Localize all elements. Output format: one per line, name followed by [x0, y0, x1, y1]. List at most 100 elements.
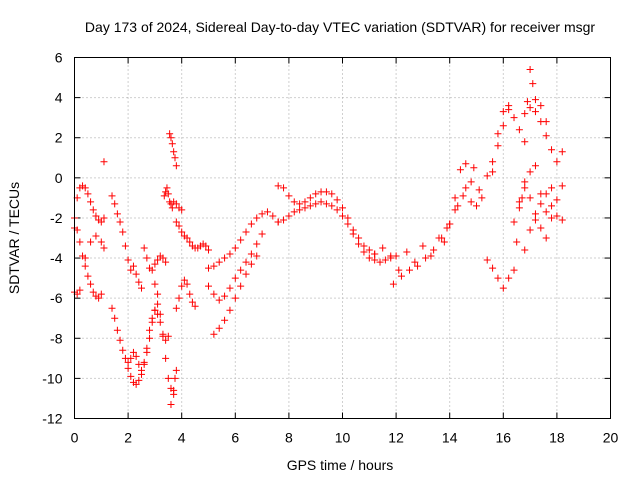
plot-frame — [74, 57, 611, 419]
data-point — [253, 214, 261, 222]
data-point — [344, 220, 352, 228]
data-point — [328, 202, 336, 210]
y-tick-label: -4 — [50, 250, 63, 266]
data-point — [395, 266, 403, 274]
data-point — [510, 218, 518, 226]
data-point — [162, 336, 170, 344]
data-point — [87, 280, 95, 288]
x-tick-label: 16 — [496, 430, 512, 446]
data-point — [188, 298, 196, 306]
data-point — [381, 256, 389, 264]
data-point — [164, 190, 172, 198]
data-point — [515, 126, 523, 134]
data-point — [167, 134, 175, 142]
data-point — [135, 278, 143, 286]
series-trace-r — [274, 182, 379, 258]
data-point — [113, 326, 121, 334]
data-point — [274, 182, 282, 190]
data-point — [322, 200, 330, 208]
data-point — [290, 198, 298, 206]
data-point — [156, 310, 164, 318]
data-point — [178, 228, 186, 236]
data-point — [285, 212, 293, 220]
data-point — [113, 210, 121, 218]
data-point — [171, 154, 179, 162]
data-point — [349, 226, 357, 234]
data-point — [253, 252, 261, 260]
data-point — [344, 214, 352, 222]
series-trace-e — [108, 300, 162, 388]
data-point — [178, 206, 186, 214]
data-point — [100, 214, 108, 222]
data-point — [526, 226, 534, 234]
data-point — [81, 262, 89, 270]
x-tick-label: 0 — [71, 430, 79, 446]
data-point — [499, 122, 507, 130]
data-point — [186, 290, 194, 298]
data-point — [499, 108, 507, 116]
data-point — [160, 192, 168, 200]
data-point — [168, 140, 176, 148]
data-point — [148, 266, 156, 274]
data-point — [226, 284, 234, 292]
data-point — [231, 294, 239, 302]
data-point — [280, 216, 288, 224]
data-point — [542, 190, 550, 198]
data-point — [100, 244, 108, 252]
data-point — [411, 258, 419, 266]
data-point — [87, 198, 95, 206]
data-point — [242, 258, 250, 266]
data-point — [242, 270, 250, 278]
data-point — [237, 282, 245, 290]
ticks-layer: 0 2 4 6 8 10 12 14 16 18 20 -12 -10 -8 -6 -4 -2 0 2 4 6 — [42, 50, 618, 446]
data-point — [355, 240, 363, 248]
data-point — [135, 376, 143, 384]
series-trace-b — [71, 214, 105, 302]
data-point — [499, 284, 507, 292]
series-trace-y — [510, 148, 566, 226]
data-point — [97, 290, 105, 298]
data-point — [183, 280, 191, 288]
data-point — [210, 330, 218, 338]
data-point — [427, 252, 435, 260]
data-point — [365, 254, 373, 262]
x-tick-label: 10 — [335, 430, 351, 446]
data-point — [81, 184, 89, 192]
data-point — [97, 218, 105, 226]
data-point — [132, 380, 140, 388]
series-trace-x — [513, 66, 550, 246]
data-point — [419, 242, 427, 250]
data-point — [494, 142, 502, 150]
series-trace-z — [521, 182, 566, 254]
data-point — [163, 184, 171, 192]
series-trace-za — [515, 178, 566, 224]
data-point — [470, 164, 478, 172]
data-point — [221, 254, 229, 262]
data-point — [467, 178, 475, 186]
data-point — [531, 108, 539, 116]
data-point — [312, 190, 320, 198]
data-point — [156, 318, 164, 326]
y-tick-label: -10 — [42, 370, 62, 386]
data-point — [76, 238, 84, 246]
data-point — [438, 234, 446, 242]
data-point — [510, 266, 518, 274]
data-point — [548, 214, 556, 222]
data-point — [140, 358, 148, 366]
data-point — [175, 222, 183, 230]
data-point — [116, 218, 124, 226]
data-point — [124, 358, 132, 366]
data-point — [205, 282, 212, 290]
data-point — [183, 234, 191, 242]
data-point — [170, 386, 178, 394]
data-point — [111, 200, 119, 208]
data-point — [154, 256, 162, 264]
data-point — [558, 216, 566, 224]
data-point — [379, 244, 387, 252]
series-trace-j — [166, 130, 180, 170]
data-point — [443, 224, 451, 232]
data-point — [505, 274, 513, 282]
x-tick-label: 2 — [124, 430, 132, 446]
data-point — [403, 248, 411, 256]
series-trace-h — [151, 280, 178, 398]
